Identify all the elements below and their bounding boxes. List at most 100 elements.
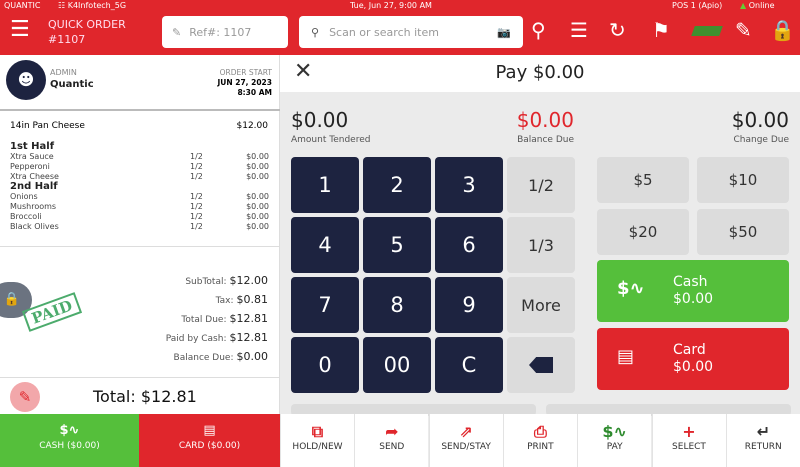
keypad-key[interactable]: 9 [435,277,503,333]
toolbar-send-button[interactable]: ➦ SEND [354,414,429,467]
lock-icon[interactable]: 🔒 [770,18,795,42]
pay-title: Pay $0.00 [495,62,585,83]
keypad-key[interactable]: 00 [363,337,431,393]
modifier-group-title: 1st Half [10,141,55,152]
modifier-qty: 1/2 [190,192,203,202]
camera-icon[interactable]: 📷 [497,25,511,39]
keypad-key[interactable]: 2 [363,157,431,213]
toolbar-send-stay-button[interactable]: ⇗ SEND/STAY [428,414,503,467]
toolbar-return-button[interactable]: ↵ RETURN [725,414,800,467]
layers-icon[interactable]: ☰ [570,18,588,42]
hold-new-icon: ⧉ [311,422,324,441]
brand-label: QUANTIC [4,1,41,10]
card-tender-amount: $0.00 [673,359,714,375]
backspace-button[interactable] [507,337,575,393]
cash-tender-button[interactable]: $∿ Cash $0.00 [597,260,789,322]
modifier-name: Black Olives [10,221,59,231]
balance-due-label: Balance Due [517,135,574,145]
keypad-key[interactable]: 1 [291,157,359,213]
card-tender-button[interactable]: ▤ Card $0.00 [597,328,789,390]
search-icon: ⚲ [311,25,320,39]
return-icon: ↵ [756,422,770,441]
add-customer-icon[interactable]: ☻ [6,60,46,100]
keypad-key[interactable]: 5 [363,217,431,273]
modifier-row[interactable]: Onions 1/2 $0.00 [10,192,269,202]
send-stay-icon: ⇗ [459,422,473,441]
wifi-label: ☷ K4Infotech_5G [58,1,127,10]
cash-button-label: CASH ($0.00) [39,441,100,451]
partial-button[interactable] [546,404,791,416]
summary-value: $0.81 [236,293,269,306]
refresh-icon[interactable]: ↻ [609,18,626,42]
order-start-label: ORDER START [219,68,272,77]
modifier-row[interactable]: Xtra Cheese 1/2 $0.00 [10,172,269,182]
toolbar-select-button[interactable]: + SELECT [651,414,726,467]
pay-header [280,55,800,92]
modifier-qty: 1/2 [190,211,203,221]
card-tender-label: Card [673,342,706,358]
modifier-row[interactable]: Xtra Sauce 1/2 $0.00 [10,152,269,162]
card-button[interactable]: ▤ CARD ($0.00) [139,414,280,467]
order-number: #1107 [48,33,86,46]
print-icon: ⎙ [533,422,547,441]
toolbar-label: SEND/STAY [441,442,491,452]
modifier-row[interactable]: Black Olives 1/2 $0.00 [10,222,269,232]
modifier-qty: 1/2 [190,171,203,181]
toolbar-label: SELECT [672,442,706,452]
search-input[interactable]: ⚲ Scan or search item 📷 [299,16,523,48]
toolbar-pay-button[interactable]: $∿ PAY [577,414,652,467]
lock-toggle[interactable]: 🔒 [0,282,32,318]
modifier-name: Mushrooms [10,202,57,212]
keypad-key[interactable]: 4 [291,217,359,273]
ref-input[interactable]: ✎ Ref#: 1107 [162,16,288,48]
keypad-key-fraction[interactable]: 1/2 [507,157,575,213]
pos-label: POS 1 (Apio) [672,1,723,10]
summary-row: Total Due: $12.81 [166,307,268,326]
quick-amount-button[interactable]: $20 [597,209,689,255]
close-icon[interactable]: ✕ [294,59,313,84]
keypad-key[interactable]: 6 [435,217,503,273]
modifier-price: $0.00 [246,192,269,202]
cash-button[interactable]: $∿ CASH ($0.00) [0,414,139,467]
keypad-key[interactable]: 7 [291,277,359,333]
modifier-price: $0.00 [246,211,269,221]
modifier-row[interactable]: Pepperoni 1/2 $0.00 [10,162,269,172]
modifier-row[interactable]: Mushrooms 1/2 $0.00 [10,202,269,212]
keypad-key-fraction[interactable]: More [507,277,575,333]
amount-tendered: $0.00 [291,108,349,132]
menu-icon[interactable]: ☰ [10,17,30,42]
modifier-qty: 1/2 [190,221,203,231]
toolbar-hold-new-button[interactable]: ⧉ HOLD/NEW [280,414,354,467]
quick-amount-button[interactable]: $50 [697,209,789,255]
keypad-key[interactable]: 3 [435,157,503,213]
keypad-key[interactable]: C [435,337,503,393]
toolbar-print-button[interactable]: ⎙ PRINT [502,414,577,467]
modifier-qty: 1/2 [190,161,203,171]
toolbar-label: HOLD/NEW [292,442,343,452]
keypad-key-fraction[interactable]: 1/3 [507,217,575,273]
online-status: ▲ Online [740,1,775,10]
search-icon[interactable]: ⚲ [531,18,546,42]
select-icon: + [682,422,696,441]
item-price: $12.00 [236,121,269,131]
quick-amount-button[interactable]: $10 [697,157,789,203]
item-name[interactable]: 14in Pan Cheese [10,121,85,131]
partial-button[interactable] [291,404,536,416]
modifier-qty: 1/2 [190,202,203,212]
summary-row: Balance Due: $0.00 [166,345,268,364]
modifier-qty: 1/2 [190,152,203,161]
divider [0,377,280,378]
cash-tender-amount: $0.00 [673,291,714,307]
cash-drawer-icon[interactable] [691,26,723,36]
user-role: ADMIN [50,68,77,77]
keypad-key[interactable]: 0 [291,337,359,393]
edit-order-button[interactable]: ✎ [10,382,40,412]
pencil-icon[interactable]: ✎ [735,18,752,42]
order-start-time: 8:30 AM [237,88,272,97]
modifier-row[interactable]: Broccoli 1/2 $0.00 [10,212,269,222]
keypad-key[interactable]: 8 [363,277,431,333]
summary-label: Balance Due: [173,353,234,363]
quick-amount-button[interactable]: $5 [597,157,689,203]
bell-icon[interactable]: ⚑ [652,18,670,42]
summary-label: SubTotal: [185,277,227,287]
